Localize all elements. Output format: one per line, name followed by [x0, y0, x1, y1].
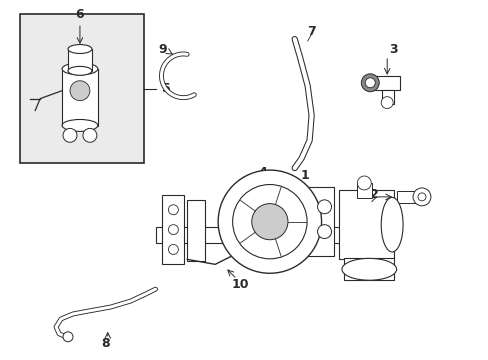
Text: 8: 8: [102, 337, 110, 350]
Bar: [396, 191, 418, 203]
Circle shape: [168, 244, 178, 255]
Text: 2: 2: [370, 188, 379, 201]
Bar: [279, 187, 334, 256]
Ellipse shape: [68, 45, 92, 54]
Text: 4: 4: [258, 166, 267, 179]
Circle shape: [70, 81, 90, 100]
Circle shape: [361, 74, 379, 92]
Bar: [155, 227, 388, 243]
Circle shape: [218, 170, 321, 273]
Ellipse shape: [68, 66, 92, 75]
Text: 7: 7: [306, 24, 315, 38]
Circle shape: [232, 185, 306, 259]
Circle shape: [412, 188, 430, 206]
Bar: [369, 76, 399, 90]
Bar: [187, 200, 205, 261]
Bar: [339, 190, 393, 260]
Bar: [68, 49, 92, 71]
Text: 2: 2: [362, 188, 370, 201]
Ellipse shape: [62, 120, 98, 131]
Circle shape: [317, 225, 331, 239]
Bar: [162, 195, 184, 264]
Circle shape: [83, 129, 97, 142]
Circle shape: [357, 176, 370, 190]
Text: 6: 6: [76, 8, 84, 21]
Ellipse shape: [381, 197, 402, 252]
Bar: [344, 258, 393, 280]
Circle shape: [168, 205, 178, 215]
Bar: [357, 183, 371, 198]
Circle shape: [365, 78, 374, 88]
Text: 1: 1: [300, 168, 308, 181]
Ellipse shape: [341, 258, 396, 280]
Circle shape: [381, 96, 392, 109]
Bar: [20, 14, 143, 163]
Text: 5: 5: [162, 82, 171, 95]
Circle shape: [63, 129, 77, 142]
Text: 3: 3: [388, 42, 397, 55]
Circle shape: [63, 332, 73, 342]
Text: 10: 10: [231, 278, 248, 291]
Bar: [62, 69, 98, 126]
Bar: [382, 90, 393, 104]
Ellipse shape: [62, 63, 98, 75]
Circle shape: [251, 204, 287, 240]
Circle shape: [417, 193, 425, 201]
Text: 9: 9: [159, 42, 167, 55]
Circle shape: [168, 225, 178, 235]
Circle shape: [317, 200, 331, 214]
